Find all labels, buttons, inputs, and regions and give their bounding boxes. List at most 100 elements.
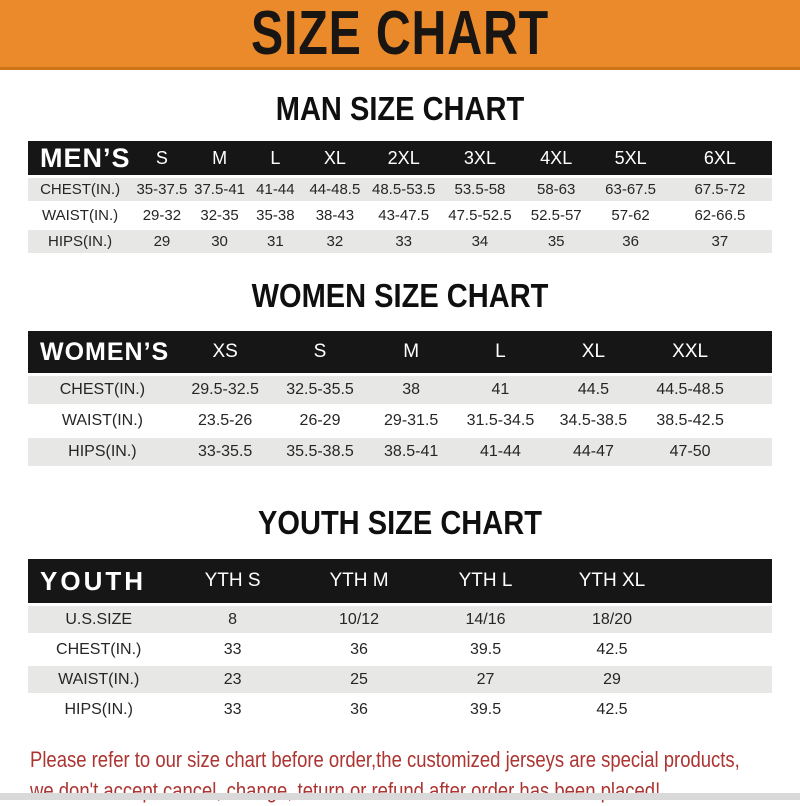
page-title: SIZE CHART [251, 0, 549, 68]
size-column-header: 6XL [667, 141, 772, 175]
bottom-edge-strip [0, 793, 800, 800]
size-column-header: YTH XL [548, 559, 676, 603]
size-column-header: S [132, 141, 192, 175]
size-value-cell: 10/12 [295, 606, 423, 633]
spacer-cell [738, 438, 772, 466]
size-value-cell: 33 [366, 230, 441, 253]
youth-header-row: YOUTH YTH S YTH M YTH L YTH XL [28, 559, 772, 603]
size-value-cell: 33 [169, 636, 296, 663]
size-value-cell: 35 [519, 230, 594, 253]
row-label: WAIST(IN.) [28, 666, 170, 693]
size-value-cell: 23.5-26 [176, 407, 274, 435]
size-value-cell: 38 [366, 376, 456, 404]
size-column-header: XL [545, 331, 642, 373]
size-value-cell: 32 [303, 230, 367, 253]
row-label: CHEST(IN.) [28, 178, 133, 201]
size-value-cell: 58-63 [519, 178, 594, 201]
women-corner-label: WOMEN’S [28, 331, 177, 373]
size-value-cell: 42.5 [548, 636, 676, 663]
youth-chest-row: CHEST(IN.) 33 36 39.5 42.5 [28, 636, 772, 663]
men-hips-row: HIPS(IN.) 29 30 31 32 33 34 35 36 37 [28, 230, 772, 253]
size-value-cell: 41-44 [455, 438, 546, 466]
man-section-title: MAN SIZE CHART [275, 90, 525, 127]
women-hips-row: HIPS(IN.) 33-35.5 35.5-38.5 38.5-41 41-4… [28, 438, 772, 466]
row-label: CHEST(IN.) [28, 636, 170, 663]
size-value-cell: 36 [295, 696, 423, 723]
size-value-cell: 31.5-34.5 [455, 407, 546, 435]
size-value-cell: 38.5-41 [366, 438, 456, 466]
spacer-cell [738, 331, 772, 373]
size-value-cell: 38-43 [303, 204, 367, 227]
size-value-cell: 35-37.5 [132, 178, 192, 201]
row-label: WAIST(IN.) [28, 407, 177, 435]
size-value-cell: 44.5-48.5 [641, 376, 739, 404]
spacer-cell [675, 696, 772, 723]
size-value-cell: 39.5 [422, 696, 549, 723]
size-value-cell: 29-32 [132, 204, 192, 227]
size-column-header: XL [303, 141, 367, 175]
size-value-cell: 34.5-38.5 [545, 407, 642, 435]
size-value-cell: 29-31.5 [366, 407, 456, 435]
size-value-cell: 18/20 [548, 606, 676, 633]
footer-line-2: we don't accept cancel, change, teturn o… [30, 778, 661, 803]
spacer-cell [738, 407, 772, 435]
men-chest-row: CHEST(IN.) 35-37.5 37.5-41 41-44 44-48.5… [28, 178, 772, 201]
size-value-cell: 29 [132, 230, 192, 253]
size-value-cell: 52.5-57 [519, 204, 594, 227]
size-column-header: L [455, 331, 546, 373]
row-label: CHEST(IN.) [28, 376, 177, 404]
men-size-table: MEN’S S M L XL 2XL 3XL 4XL 5XL 6XL CHEST… [28, 138, 772, 256]
size-value-cell: 47-50 [641, 438, 739, 466]
size-value-cell: 44-48.5 [303, 178, 367, 201]
spacer-cell [675, 666, 772, 693]
size-value-cell: 33 [169, 696, 296, 723]
size-value-cell: 26-29 [273, 407, 367, 435]
youth-ussize-row: U.S.SIZE 8 10/12 14/16 18/20 [28, 606, 772, 633]
size-column-header: XXL [641, 331, 739, 373]
size-value-cell: 67.5-72 [667, 178, 772, 201]
size-value-cell: 44-47 [545, 438, 642, 466]
size-value-cell: 57-62 [593, 204, 668, 227]
size-column-header: L [247, 141, 304, 175]
youth-corner-label: YOUTH [28, 559, 170, 603]
size-value-cell: 39.5 [422, 636, 549, 663]
size-column-header: S [273, 331, 367, 373]
size-value-cell: 32.5-35.5 [273, 376, 367, 404]
size-value-cell: 41 [455, 376, 546, 404]
size-value-cell: 31 [247, 230, 304, 253]
size-column-header: 5XL [593, 141, 668, 175]
size-column-header: YTH L [422, 559, 549, 603]
size-value-cell: 8 [169, 606, 296, 633]
spacer-cell [675, 559, 772, 603]
youth-section-title: YOUTH SIZE CHART [258, 504, 542, 541]
size-column-header: YTH S [169, 559, 296, 603]
size-value-cell: 62-66.5 [667, 204, 772, 227]
men-corner-label: MEN’S [28, 141, 133, 175]
banner: SIZE CHART [0, 0, 800, 70]
size-value-cell: 48.5-53.5 [366, 178, 441, 201]
size-value-cell: 32-35 [191, 204, 248, 227]
men-header-row: MEN’S S M L XL 2XL 3XL 4XL 5XL 6XL [28, 141, 772, 175]
men-waist-row: WAIST(IN.) 29-32 32-35 35-38 38-43 43-47… [28, 204, 772, 227]
youth-waist-row: WAIST(IN.) 23 25 27 29 [28, 666, 772, 693]
size-column-header: M [366, 331, 456, 373]
size-value-cell: 42.5 [548, 696, 676, 723]
size-value-cell: 27 [422, 666, 549, 693]
spacer-cell [675, 606, 772, 633]
footer-line-1: Please refer to our size chart before or… [30, 747, 740, 772]
size-value-cell: 34 [440, 230, 519, 253]
footer-note: Please refer to our size chart before or… [30, 744, 800, 806]
row-label: U.S.SIZE [28, 606, 170, 633]
size-column-header: 4XL [519, 141, 594, 175]
size-value-cell: 35-38 [247, 204, 304, 227]
women-header-row: WOMEN’S XS S M L XL XXL [28, 331, 772, 373]
size-column-header: XS [176, 331, 274, 373]
size-value-cell: 23 [169, 666, 296, 693]
size-value-cell: 53.5-58 [440, 178, 519, 201]
size-value-cell: 63-67.5 [593, 178, 668, 201]
size-value-cell: 36 [295, 636, 423, 663]
women-size-table: WOMEN’S XS S M L XL XXL CHEST(IN.) 29.5-… [28, 328, 772, 469]
size-value-cell: 35.5-38.5 [273, 438, 367, 466]
row-label: HIPS(IN.) [28, 696, 170, 723]
